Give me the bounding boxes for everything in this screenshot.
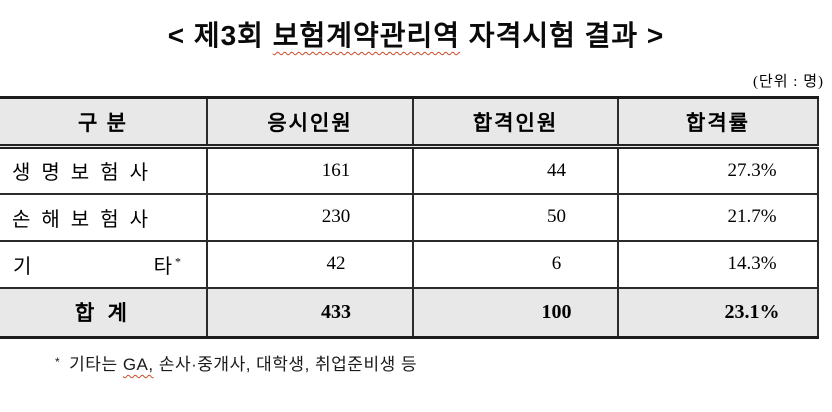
header-category: 구 분	[0, 97, 207, 149]
header-passers: 합격인원	[412, 97, 618, 149]
footnote: * 기타는 GA, 손사·중개사, 대학생, 취업준비생 등	[0, 350, 832, 375]
cell-applicants: 230	[206, 193, 413, 242]
page-title-part3: 자격시험 결과 >	[460, 20, 665, 51]
category-justified: 기 타*	[0, 242, 206, 287]
page-title-misspelled-word: 보험계약관리역	[272, 20, 461, 51]
page-title-part1: < 제3회	[167, 20, 273, 51]
cell-passers: 50	[412, 193, 618, 242]
table-header-row: 구 분 응시인원 합격인원 합격률	[0, 97, 818, 149]
header-applicants: 응시인원	[206, 97, 413, 149]
cell-pass-rate: 21.7%	[617, 193, 818, 242]
cell-category: 손 해 보 험 사	[0, 193, 207, 242]
footnote-text-before: 기타는	[69, 355, 123, 374]
table-row-life-insurers: 생 명 보 험 사 161 44 27.3%	[0, 146, 818, 195]
cell-category: 기 타*	[0, 240, 207, 289]
footnote-misspelled-word: GA,	[122, 355, 154, 374]
page-title: < 제3회 보험계약관리역 자격시험 결과 >	[0, 0, 832, 54]
table-row-others: 기 타* 42 6 14.3%	[0, 240, 818, 289]
table-row-total: 합 계 433 100 23.1%	[0, 287, 818, 338]
table-row-nonlife-insurers: 손 해 보 험 사 230 50 21.7%	[0, 193, 818, 242]
cell-applicants-total: 433	[206, 287, 413, 338]
footnote-text-after: 손사·중개사, 대학생, 취업준비생 등	[153, 355, 418, 374]
unit-note: (단위 : 명)	[752, 74, 824, 90]
cell-pass-rate: 27.3%	[617, 146, 818, 195]
footnote-reference-marker: *	[175, 253, 184, 268]
cell-applicants: 161	[206, 146, 413, 195]
cell-applicants: 42	[206, 240, 413, 289]
cell-pass-rate: 14.3%	[617, 240, 818, 289]
header-pass-rate: 합격률	[617, 97, 818, 149]
category-left-char: 기	[13, 255, 35, 278]
cell-passers: 6	[412, 240, 618, 289]
cell-category: 생 명 보 험 사	[0, 146, 207, 195]
footnote-marker: *	[55, 355, 61, 369]
cell-passers: 44	[412, 146, 618, 195]
category-right-char: 타*	[153, 253, 184, 278]
results-table: 구 분 응시인원 합격인원 합격률 생 명 보 험 사 161 44 27.3%…	[0, 96, 819, 339]
cell-pass-rate-total: 23.1%	[617, 287, 818, 338]
cell-passers-total: 100	[412, 287, 618, 338]
cell-category-total: 합 계	[0, 287, 207, 338]
